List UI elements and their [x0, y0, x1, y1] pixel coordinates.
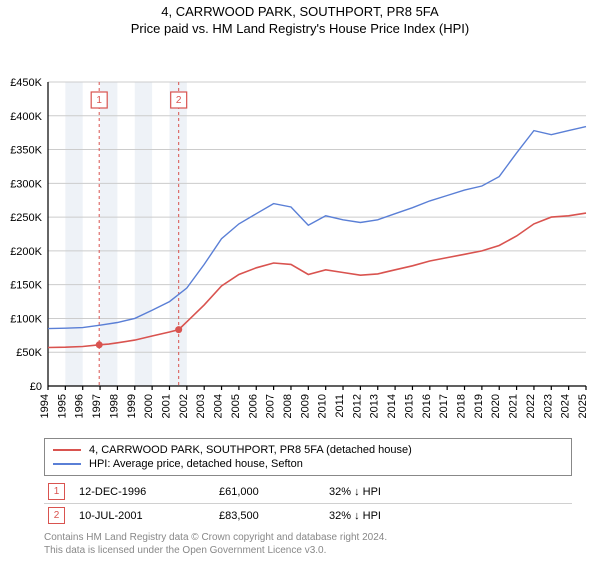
svg-text:2014: 2014	[386, 394, 398, 418]
legend-swatch-red	[53, 449, 81, 451]
svg-text:1994: 1994	[39, 394, 51, 418]
sale-date: 10-JUL-2001	[79, 510, 219, 522]
svg-text:2018: 2018	[456, 394, 468, 418]
svg-text:£300K: £300K	[10, 178, 42, 190]
svg-text:2015: 2015	[403, 394, 415, 418]
footer-line: This data is licensed under the Open Gov…	[44, 544, 572, 557]
legend-item: HPI: Average price, detached house, Seft…	[53, 457, 563, 471]
svg-text:£0: £0	[30, 381, 42, 393]
svg-text:2012: 2012	[351, 394, 363, 418]
svg-text:2002: 2002	[178, 394, 190, 418]
sale-marker-2: 2	[48, 507, 65, 524]
line-chart: £0 £50K £100K £150K £200K £250K £300K £350K £400…	[0, 36, 600, 434]
svg-text:2017: 2017	[438, 394, 450, 418]
svg-text:2004: 2004	[213, 394, 225, 418]
svg-text:£100K: £100K	[10, 313, 42, 325]
chart-title-sub: Price paid vs. HM Land Registry's House …	[0, 21, 600, 36]
svg-text:2023: 2023	[542, 394, 554, 418]
footer-attribution: Contains HM Land Registry data © Crown c…	[44, 531, 572, 557]
svg-text:2003: 2003	[195, 394, 207, 418]
svg-text:2006: 2006	[247, 394, 259, 418]
svg-text:2005: 2005	[230, 394, 242, 418]
svg-text:2020: 2020	[490, 394, 502, 418]
svg-text:£450K: £450K	[10, 77, 42, 89]
sale-price: £61,000	[219, 486, 329, 498]
svg-text:2010: 2010	[317, 394, 329, 418]
legend-item: 4, CARRWOOD PARK, SOUTHPORT, PR8 5FA (de…	[53, 443, 563, 457]
svg-text:£400K: £400K	[10, 111, 42, 123]
svg-text:2008: 2008	[282, 394, 294, 418]
svg-text:2007: 2007	[265, 394, 277, 418]
svg-text:£200K: £200K	[10, 246, 42, 258]
svg-text:1995: 1995	[56, 394, 68, 418]
sale-hpi: 32% ↓ HPI	[329, 510, 381, 522]
sale-marker-1: 1	[48, 483, 65, 500]
svg-text:2024: 2024	[560, 394, 572, 418]
svg-text:1997: 1997	[91, 394, 103, 418]
svg-text:2016: 2016	[421, 394, 433, 418]
table-row: 2 10-JUL-2001 £83,500 32% ↓ HPI	[44, 504, 572, 527]
legend: 4, CARRWOOD PARK, SOUTHPORT, PR8 5FA (de…	[44, 438, 572, 476]
table-row: 1 12-DEC-1996 £61,000 32% ↓ HPI	[44, 480, 572, 504]
svg-text:2013: 2013	[369, 394, 381, 418]
svg-text:2025: 2025	[577, 394, 589, 418]
sale-table: 1 12-DEC-1996 £61,000 32% ↓ HPI 2 10-JUL…	[44, 480, 572, 527]
svg-text:2019: 2019	[473, 394, 485, 418]
legend-label: HPI: Average price, detached house, Seft…	[89, 458, 303, 470]
sale-price: £83,500	[219, 510, 329, 522]
svg-text:£150K: £150K	[10, 280, 42, 292]
legend-label: 4, CARRWOOD PARK, SOUTHPORT, PR8 5FA (de…	[89, 444, 412, 456]
svg-text:2: 2	[176, 95, 182, 106]
svg-text:2001: 2001	[160, 394, 172, 418]
svg-text:2022: 2022	[525, 394, 537, 418]
svg-text:1998: 1998	[108, 394, 120, 418]
footer-line: Contains HM Land Registry data © Crown c…	[44, 531, 572, 544]
svg-text:£250K: £250K	[10, 212, 42, 224]
chart-area: £0 £50K £100K £150K £200K £250K £300K £350K £400…	[0, 36, 600, 434]
svg-text:£350K: £350K	[10, 145, 42, 157]
svg-text:1999: 1999	[126, 394, 138, 418]
chart-title-address: 4, CARRWOOD PARK, SOUTHPORT, PR8 5FA	[0, 4, 600, 19]
svg-text:2000: 2000	[143, 394, 155, 418]
sale-hpi: 32% ↓ HPI	[329, 486, 381, 498]
svg-text:1: 1	[96, 95, 102, 106]
svg-text:1996: 1996	[74, 394, 86, 418]
svg-text:£50K: £50K	[16, 347, 42, 359]
svg-text:2011: 2011	[334, 394, 346, 418]
legend-swatch-blue	[53, 463, 81, 465]
svg-text:2021: 2021	[508, 394, 520, 418]
sale-date: 12-DEC-1996	[79, 486, 219, 498]
svg-text:2009: 2009	[299, 394, 311, 418]
